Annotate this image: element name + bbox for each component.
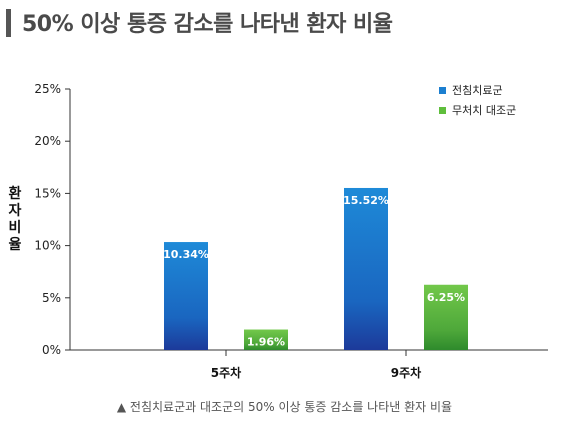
header: 50% 이상 통증 감소를 나타낸 환자 비율 — [0, 0, 569, 50]
x-tick-label: 5주차 — [211, 365, 241, 380]
legend-label: 무처치 대조군 — [452, 104, 516, 117]
bar — [164, 242, 208, 350]
bar — [244, 329, 288, 350]
bar — [344, 187, 388, 350]
legend-label: 전침치료군 — [452, 84, 503, 97]
title-accent-bar — [6, 9, 11, 37]
figure-caption: ▲ 전침치료군과 대조군의 50% 이상 통증 감소를 나타낸 환자 비율 — [116, 400, 453, 414]
y-tick-label: 5% — [42, 291, 61, 305]
data-label: 6.25% — [427, 291, 465, 304]
y-tick-label: 10% — [34, 239, 61, 253]
y-tick-label: 0% — [42, 343, 61, 357]
data-label: 1.96% — [247, 336, 285, 349]
y-tick-label: 20% — [34, 134, 61, 148]
y-axis-label: 환자비율 — [8, 186, 22, 253]
legend-swatch — [439, 87, 446, 94]
y-tick-label: 15% — [34, 186, 61, 200]
y-tick-label: 25% — [34, 82, 61, 96]
x-tick-label: 9주차 — [391, 365, 421, 380]
data-label: 15.52% — [343, 194, 389, 207]
data-label: 10.34% — [163, 248, 209, 261]
page-title: 50% 이상 통증 감소를 나타낸 환자 비율 — [22, 12, 393, 37]
bar — [424, 284, 468, 350]
legend-swatch — [439, 107, 446, 114]
